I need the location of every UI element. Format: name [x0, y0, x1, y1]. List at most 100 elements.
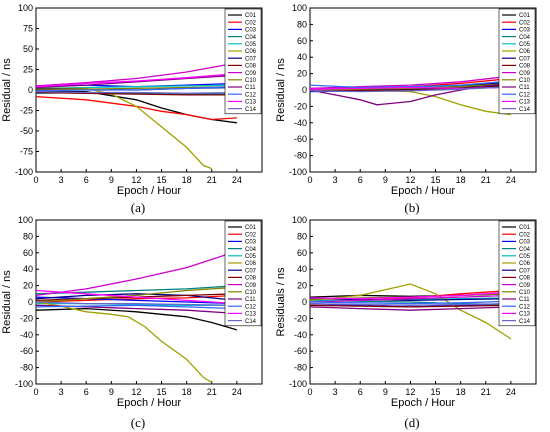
series-line-c06: [36, 301, 213, 383]
legend-entry: C10: [245, 290, 257, 296]
x-tick-label: 12: [131, 387, 141, 397]
x-tick-label: 9: [109, 387, 114, 397]
y-tick-label: 60: [297, 36, 307, 46]
legend-entry: C03: [245, 28, 257, 34]
legend-entry: C02: [245, 20, 257, 26]
x-tick-label: 0: [33, 387, 38, 397]
x-tick-label: 15: [431, 387, 441, 397]
legend-box: [224, 220, 262, 327]
y-axis-label: Residual / ns: [1, 270, 13, 334]
series-line-c14: [310, 86, 511, 93]
y-tick-label: -20: [294, 101, 307, 111]
x-tick-label: 3: [59, 387, 64, 397]
panel-b: 0 3 6 9 12 15 18 21 24 -100 -80 -60 -40 -20 0 20 40 60 80 1…: [275, 3, 537, 215]
legend-entry: C06: [245, 261, 257, 267]
legend-entry: C13: [245, 312, 257, 318]
legend-entry: C04: [519, 35, 531, 41]
legend-entry: C06: [519, 49, 531, 55]
legend-entry: C09: [519, 283, 531, 289]
legend-entry: C09: [245, 283, 257, 289]
y-tick-label: -40: [294, 330, 307, 340]
x-tick-label: 18: [182, 387, 192, 397]
y-tick-label: -100: [289, 379, 307, 389]
y-tick-label: 20: [23, 281, 33, 291]
x-tick-label: 6: [358, 387, 363, 397]
series-line-c13: [310, 291, 511, 300]
series-line-c06: [310, 283, 512, 340]
series-line-c02: [36, 95, 237, 121]
y-tick-label: -60: [20, 346, 33, 356]
y-axis-label: Residual / ns: [275, 58, 287, 122]
series-line-c13: [36, 72, 237, 88]
y-tick-label: 20: [297, 281, 307, 291]
legend-entry: C04: [245, 35, 257, 41]
series-line-c14: [310, 302, 511, 306]
y-tick-label: -60: [294, 346, 307, 356]
series-line-c14: [36, 90, 237, 94]
y-tick-label: 40: [297, 52, 307, 62]
legend-entry: C14: [245, 107, 257, 113]
panel-caption: (b): [404, 200, 419, 215]
x-tick-label: 24: [232, 387, 242, 397]
legend-entry: C14: [245, 319, 257, 325]
legend-entry: C10: [245, 78, 257, 84]
legend-entry: C10: [519, 78, 531, 84]
legend-entry: C09: [245, 71, 257, 77]
y-tick-label: -50: [20, 126, 33, 136]
x-tick-label: 12: [131, 175, 141, 185]
legend-entry: C13: [519, 312, 531, 318]
x-tick-label: 0: [307, 387, 312, 397]
legend-entry: C04: [245, 247, 257, 253]
series-line-c10: [310, 82, 511, 91]
panel-caption: (a): [131, 200, 145, 215]
legend-entry: C11: [519, 297, 530, 303]
y-tick-label: 80: [297, 231, 307, 241]
panel-caption: (d): [404, 415, 419, 430]
y-tick-label: 40: [23, 264, 33, 274]
legend-entry: C07: [519, 56, 531, 62]
y-tick-label: -100: [15, 379, 33, 389]
y-tick-label: 40: [297, 264, 307, 274]
legend-entry: C07: [245, 56, 257, 62]
legend-entry: C14: [519, 107, 531, 113]
y-tick-label: -75: [20, 147, 33, 157]
x-tick-label: 24: [506, 387, 516, 397]
x-tick-label: 3: [333, 387, 338, 397]
y-tick-label: -100: [15, 167, 33, 177]
series-line-c07: [36, 293, 237, 302]
y-tick-label: 100: [292, 3, 307, 13]
y-tick-label: -40: [20, 330, 33, 340]
panel-c: 0 3 6 9 12 15 18 21 24 -100 -80 -60 -40 -20 0 20 40 60 80 1…: [1, 215, 263, 430]
series-line-c07: [310, 298, 511, 302]
y-tick-label: 60: [23, 248, 33, 258]
legend-entry: C08: [519, 64, 531, 70]
x-tick-label: 0: [307, 175, 312, 185]
y-tick-label: -80: [294, 151, 307, 161]
y-axis-label: Residuals / ns: [275, 267, 287, 337]
y-tick-label: -80: [20, 363, 33, 373]
x-tick-label: 21: [481, 175, 491, 185]
x-tick-label: 21: [481, 387, 491, 397]
series-line-c12: [36, 304, 237, 310]
legend-entry: C04: [519, 247, 531, 253]
y-tick-label: 100: [292, 215, 307, 225]
y-tick-label: 50: [23, 44, 33, 54]
legend-entry: C07: [519, 268, 531, 274]
panel-d: 0 3 6 9 12 15 18 21 24 -100 -80 -60 -40 -20 0 20 40 60 80 1…: [275, 215, 537, 430]
legend-entry: C08: [245, 64, 257, 70]
legend-entry: C01: [245, 13, 257, 19]
series-line-c12: [310, 80, 511, 89]
x-tick-label: 18: [456, 175, 466, 185]
series-line-c10: [36, 286, 237, 303]
y-tick-label: 100: [18, 3, 33, 13]
legend-entry: C12: [519, 92, 531, 98]
series-line-c03: [36, 296, 237, 305]
legend-entry: C03: [519, 28, 531, 34]
legend-entry: C09: [519, 71, 531, 77]
legend-entry: C01: [519, 13, 531, 19]
legend-entry: C03: [519, 240, 531, 246]
y-tick-label: -25: [20, 106, 33, 116]
panel-caption: (c): [131, 415, 145, 430]
legend-entry: C13: [519, 100, 531, 106]
